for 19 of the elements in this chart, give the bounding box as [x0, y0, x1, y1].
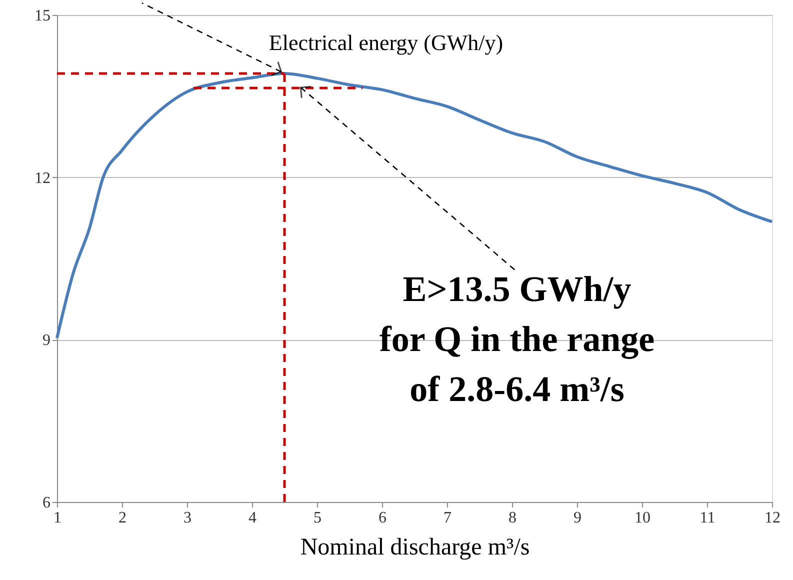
y-tick-label: 9 — [42, 332, 50, 350]
x-tick-label: 12 — [764, 510, 780, 526]
x-tick-label: 3 — [184, 510, 192, 526]
x-axis-title: Nominal discharge m³/s — [300, 534, 530, 560]
y-tick-label: 12 — [34, 170, 50, 187]
annotation: Electrical energy (GWh/y) — [268, 30, 504, 55]
x-tick-label: 9 — [574, 510, 582, 526]
x-tick-label: 6 — [378, 510, 386, 526]
annotation: E>13.5 GWh/y for Q in the range of 2.8-6.4 m³/s — [379, 269, 655, 409]
x-tick-label: 7 — [444, 510, 452, 526]
y-tick-label: 6 — [42, 494, 50, 512]
x-tick-label: 4 — [248, 510, 256, 526]
x-tick-label: 1 — [54, 510, 62, 526]
x-tick-label: 5 — [314, 510, 322, 526]
x-tick-label: 8 — [508, 510, 516, 526]
y-tick-label: 15 — [34, 8, 50, 24]
x-tick-label: 11 — [700, 510, 716, 526]
x-tick-label: 10 — [634, 510, 650, 526]
x-tick-label: 2 — [118, 510, 126, 526]
